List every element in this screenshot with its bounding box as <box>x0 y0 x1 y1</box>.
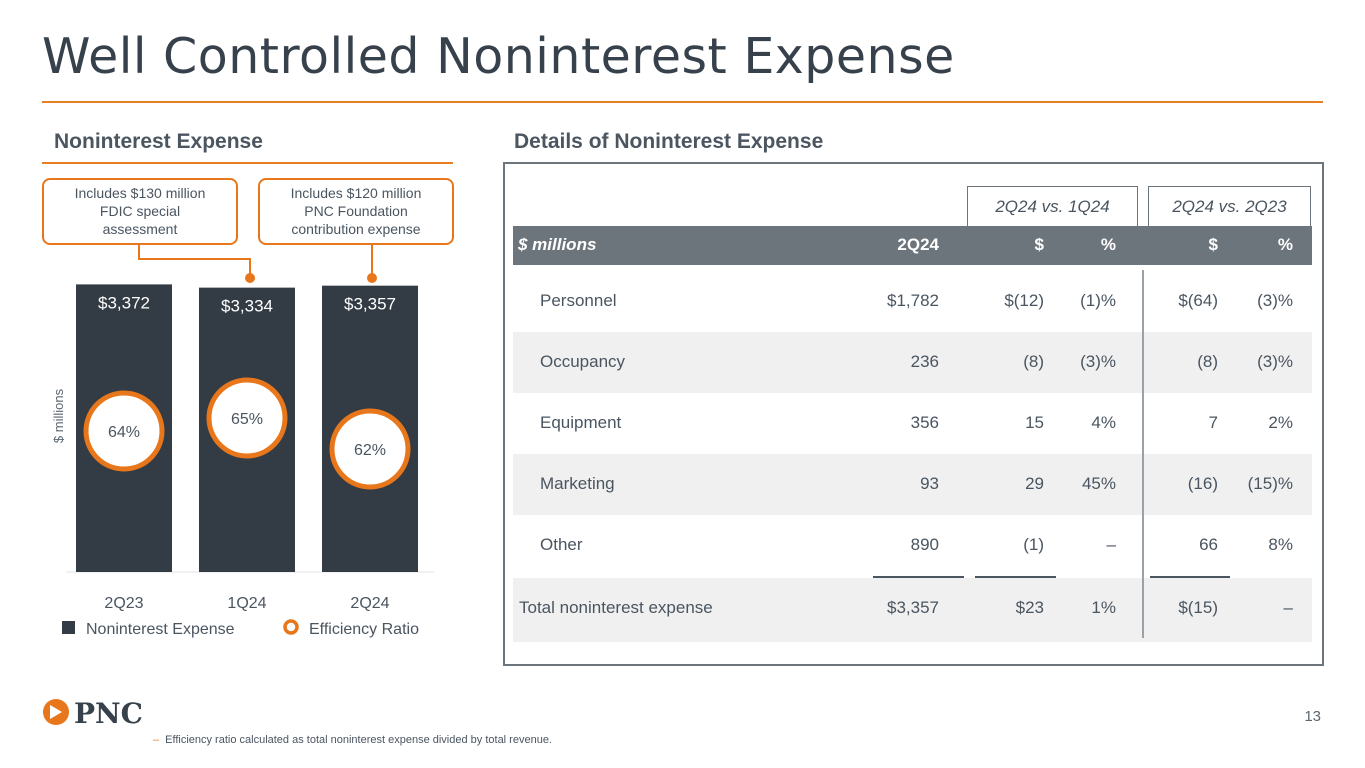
page-number: 13 <box>1304 708 1321 725</box>
expense-value-label: $3,334 <box>221 297 273 316</box>
efficiency-ratio-label: 64% <box>108 424 140 441</box>
cell-2q24: 93 <box>920 474 939 493</box>
cell-pct-2q23: 8% <box>1268 535 1293 554</box>
cell-pct-2q23: 2% <box>1268 413 1293 432</box>
cell-dollar-2q23: 7 <box>1208 413 1218 432</box>
cell-dollar-1q24: 29 <box>1025 474 1044 493</box>
cell-dollar-1q24: $23 <box>1015 598 1044 617</box>
callout-line: contribution expense <box>291 221 421 237</box>
efficiency-ratio-marker <box>329 408 411 490</box>
cell-pct-1q24: (1)% <box>1080 291 1116 310</box>
cell-dollar-1q24: 15 <box>1025 413 1044 432</box>
cell-2q24: $1,782 <box>887 291 939 310</box>
cell-dollar-1q24: (8) <box>1023 352 1044 371</box>
legend-label-expense: Noninterest Expense <box>86 621 235 638</box>
fdic-callout: Includes $130 million FDIC special asses… <box>42 178 238 245</box>
row-label: Other <box>540 535 583 554</box>
col-header-dollar-1q24: $ <box>1034 235 1044 254</box>
column-divider <box>1142 270 1144 638</box>
row-label: Personnel <box>540 291 617 310</box>
table-row: Marketing 93 29 45% (16) (15)% <box>513 454 1312 515</box>
callout-line: FDIC special <box>99 203 181 219</box>
details-table-frame <box>503 162 1324 666</box>
row-label: Total noninterest expense <box>519 598 713 617</box>
table-row: Personnel $1,782 $(12) (1)% $(64) (3)% <box>513 271 1312 332</box>
callout-anchor-dot <box>367 273 377 283</box>
cell-pct-2q23: (3)% <box>1257 291 1293 310</box>
table-header-row: $ millions 2Q24 $ % $ % <box>513 226 1312 265</box>
row-label: Occupancy <box>540 352 626 371</box>
efficiency-ratio-marker <box>206 377 288 459</box>
pnc-logo-text: PNC <box>74 697 143 728</box>
table-row: Equipment 356 15 4% 7 2% <box>513 393 1312 454</box>
y-axis-label: $ millions <box>51 388 66 443</box>
cell-dollar-1q24: (1) <box>1023 535 1044 554</box>
row-label: Marketing <box>540 474 615 493</box>
col-header-dollar-2q23: $ <box>1208 235 1218 254</box>
cell-pct-1q24: – <box>1106 535 1116 554</box>
callout-connector <box>138 245 251 277</box>
category-label: 2Q24 <box>350 595 389 612</box>
legend-swatch-expense <box>62 621 75 634</box>
cell-pct-1q24: 1% <box>1091 598 1116 617</box>
group-header-vs-1q24: 2Q24 vs. 1Q24 <box>967 186 1138 226</box>
cell-pct-1q24: 4% <box>1091 413 1116 432</box>
callout-line: Includes $130 million <box>74 185 206 201</box>
cell-dollar-2q23: $(64) <box>1178 291 1218 310</box>
efficiency-ratio-label: 62% <box>354 442 386 459</box>
category-label: 1Q24 <box>227 595 266 612</box>
left-heading-rule <box>42 162 453 164</box>
cell-dollar-1q24: $(12) <box>1004 291 1044 310</box>
cell-dollar-2q23: (8) <box>1197 352 1218 371</box>
legend-swatch-efficiency <box>283 619 299 635</box>
noninterest-expense-heading: Noninterest Expense <box>54 130 263 153</box>
legend-label-efficiency: Efficiency Ratio <box>309 621 419 638</box>
cell-2q24: 236 <box>910 352 939 371</box>
col-header-2q24: 2Q24 <box>897 235 939 254</box>
title-rule <box>42 101 1323 103</box>
cell-pct-2q23: – <box>1283 598 1293 617</box>
table-row: Occupancy 236 (8) (3)% (8) (3)% <box>513 332 1312 393</box>
noninterest-expense-chart: $ millions $3,372 64% 2Q23 $3,334 65% 1Q24 $3,3… <box>51 245 434 638</box>
col-header-pct-2q23: % <box>1277 235 1293 254</box>
subtotal-rule <box>873 576 964 578</box>
efficiency-ratio-label: 65% <box>231 411 263 428</box>
table-row-total: Total noninterest expense $3,357 $23 1% … <box>513 578 1312 642</box>
footnote-text: Efficiency ratio calculated as total non… <box>165 734 552 746</box>
expense-value-label: $3,357 <box>344 295 396 314</box>
details-heading: Details of Noninterest Expense <box>514 130 824 153</box>
subtotal-rule <box>975 576 1056 578</box>
cell-pct-1q24: (3)% <box>1080 352 1116 371</box>
row-label: Equipment <box>540 413 622 432</box>
table-row: Other 890 (1) – 66 8% <box>513 515 1312 576</box>
cell-2q24: 356 <box>910 413 939 432</box>
pnc-logo-arrow <box>50 705 62 719</box>
cell-dollar-2q23: 66 <box>1199 535 1218 554</box>
cell-2q24: $3,357 <box>887 598 939 617</box>
callout-line: assessment <box>102 221 178 237</box>
callout-anchor-dot <box>245 273 255 283</box>
col-header-label: $ millions <box>518 235 597 254</box>
callout-line: PNC Foundation <box>304 203 408 219</box>
pnc-logo: PNC <box>43 697 143 728</box>
cell-pct-2q23: (3)% <box>1257 352 1293 371</box>
cell-dollar-2q23: $(15) <box>1178 598 1218 617</box>
group-header-vs-2q23: 2Q24 vs. 2Q23 <box>1148 186 1311 226</box>
efficiency-ratio-marker <box>83 390 165 472</box>
subtotal-rule <box>1150 576 1230 578</box>
cell-pct-1q24: 45% <box>1081 474 1116 493</box>
category-label: 2Q23 <box>104 595 143 612</box>
footnote-marker: – <box>153 734 160 746</box>
cell-dollar-2q23: (16) <box>1187 474 1218 493</box>
cell-2q24: 890 <box>910 535 939 554</box>
col-header-pct-1q24: % <box>1100 235 1116 254</box>
cell-pct-2q23: (15)% <box>1247 474 1293 493</box>
page-title: Well Controlled Noninterest Expense <box>42 28 955 85</box>
foundation-callout: Includes $120 million PNC Foundation con… <box>258 178 454 245</box>
callout-line: Includes $120 million <box>290 185 422 201</box>
expense-value-label: $3,372 <box>98 293 150 312</box>
footnote: – Efficiency ratio calculated as total no… <box>153 734 552 746</box>
